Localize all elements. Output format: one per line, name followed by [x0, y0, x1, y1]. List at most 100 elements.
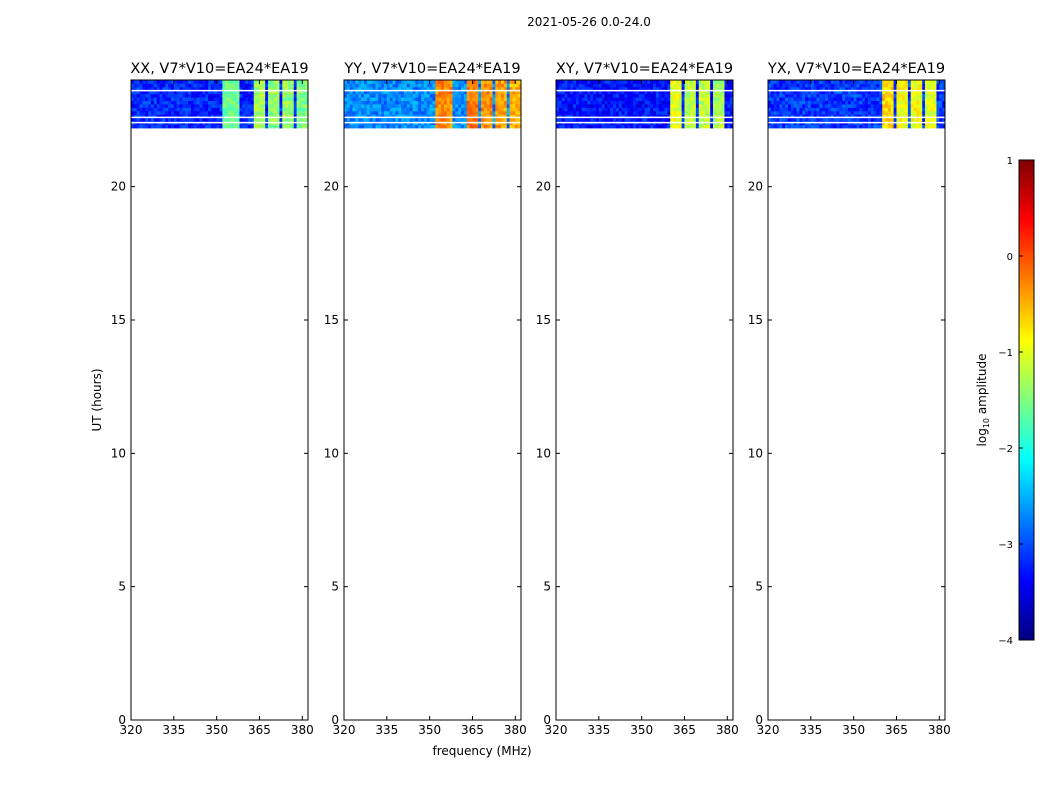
heatmap-cell	[793, 80, 797, 84]
heatmap-cell	[265, 86, 269, 91]
heatmap-cell	[561, 80, 565, 84]
heatmap-cell	[936, 100, 940, 105]
heatmap-cell	[492, 83, 496, 88]
heatmap-cell	[455, 86, 459, 91]
heatmap-cell	[644, 100, 648, 105]
heatmap-cell	[882, 104, 886, 108]
heatmap-cell	[862, 114, 866, 119]
heatmap-cell	[807, 107, 812, 112]
y-tick-label: 15	[748, 313, 763, 327]
heatmap-cell	[847, 90, 852, 95]
heatmap-cell	[590, 80, 594, 84]
heatmap-cell	[876, 114, 880, 119]
heatmap-cell	[392, 124, 396, 129]
heatmap-cell	[876, 100, 880, 105]
heatmap-cell	[839, 100, 843, 105]
heatmap-cell	[418, 110, 422, 115]
heatmap-cell	[250, 117, 255, 122]
heatmap-cell	[363, 110, 368, 115]
heatmap-cell	[489, 104, 493, 108]
heatmap-cell	[730, 83, 734, 88]
heatmap-cell	[302, 124, 306, 129]
heatmap-cell	[136, 117, 140, 122]
heatmap-cell	[604, 107, 608, 112]
heatmap-cell	[282, 100, 286, 105]
heatmap-cell	[344, 104, 348, 108]
heatmap-cell	[899, 110, 903, 115]
heatmap-cell	[827, 90, 832, 95]
heatmap-cell	[641, 100, 645, 105]
heatmap-cell	[349, 86, 353, 91]
heatmap-cell	[916, 117, 920, 122]
heatmap-cell	[193, 100, 198, 105]
heatmap-cell	[779, 104, 783, 108]
heatmap-cell	[395, 114, 399, 119]
heatmap-cell	[290, 117, 295, 122]
heatmap-cell	[438, 100, 442, 105]
heatmap-cell	[667, 104, 671, 108]
heatmap-cell	[426, 110, 431, 115]
heatmap-cell	[515, 80, 519, 84]
heatmap-cell	[701, 114, 705, 119]
heatmap-cell	[658, 86, 663, 91]
heatmap-cell	[276, 117, 280, 122]
heatmap-cell	[673, 93, 677, 98]
heatmap-cell	[873, 93, 877, 98]
heatmap-cell	[839, 83, 843, 88]
heatmap-cell	[839, 93, 843, 98]
heatmap-cell	[412, 117, 416, 122]
heatmap-cell	[919, 80, 923, 84]
heatmap-cell	[939, 110, 943, 115]
heatmap-cell	[378, 114, 382, 119]
heatmap-cell	[787, 83, 792, 88]
panel-title: YY, V7*V10=EA24*EA19	[343, 61, 520, 77]
heatmap-cell	[879, 124, 883, 129]
heatmap-cell	[409, 97, 413, 101]
heatmap-cell	[856, 117, 860, 122]
heatmap-cell	[142, 100, 146, 105]
heatmap-cell	[615, 114, 620, 119]
heatmap-cell	[458, 83, 462, 88]
heatmap-cell	[256, 117, 260, 122]
heatmap-cell	[601, 97, 605, 101]
heatmap-cell	[876, 110, 880, 115]
heatmap-cell	[452, 93, 456, 98]
heatmap-cell	[802, 83, 806, 88]
heatmap-cell	[216, 107, 220, 112]
heatmap-cell	[372, 80, 376, 84]
heatmap-cell	[850, 110, 855, 115]
heatmap-cell	[595, 80, 600, 84]
heatmap-cell	[670, 114, 674, 119]
heatmap-cell	[131, 124, 135, 129]
heatmap-cell	[199, 97, 203, 101]
heatmap-cell	[142, 83, 146, 88]
heatmap-cell	[799, 93, 803, 98]
heatmap-cell	[478, 93, 482, 98]
heatmap-cell	[236, 117, 240, 122]
heatmap-cell	[352, 117, 356, 122]
heatmap-cell	[610, 117, 614, 122]
heatmap-cell	[715, 83, 720, 88]
heatmap-cell	[925, 110, 929, 115]
heatmap-cell	[707, 124, 711, 129]
heatmap-cell	[584, 124, 588, 129]
heatmap-cell	[296, 90, 300, 95]
heatmap-cell	[885, 90, 889, 95]
heatmap-cell	[302, 80, 306, 84]
heatmap-cell	[305, 114, 309, 119]
heatmap-cell	[429, 80, 433, 84]
heatmap-cell	[225, 86, 229, 91]
heatmap-cell	[273, 107, 277, 112]
heatmap-cell	[438, 83, 442, 88]
heatmap-cell	[381, 107, 385, 112]
heatmap-cell	[556, 110, 560, 115]
heatmap-cell	[698, 114, 702, 119]
heatmap-cell	[687, 86, 691, 91]
heatmap-cell	[793, 100, 797, 105]
heatmap-cell	[518, 83, 522, 88]
heatmap-cell	[673, 124, 677, 129]
heatmap-cell	[250, 90, 255, 95]
heatmap-cell	[153, 107, 158, 112]
heatmap-cell	[185, 90, 189, 95]
heatmap-cell	[202, 86, 206, 91]
